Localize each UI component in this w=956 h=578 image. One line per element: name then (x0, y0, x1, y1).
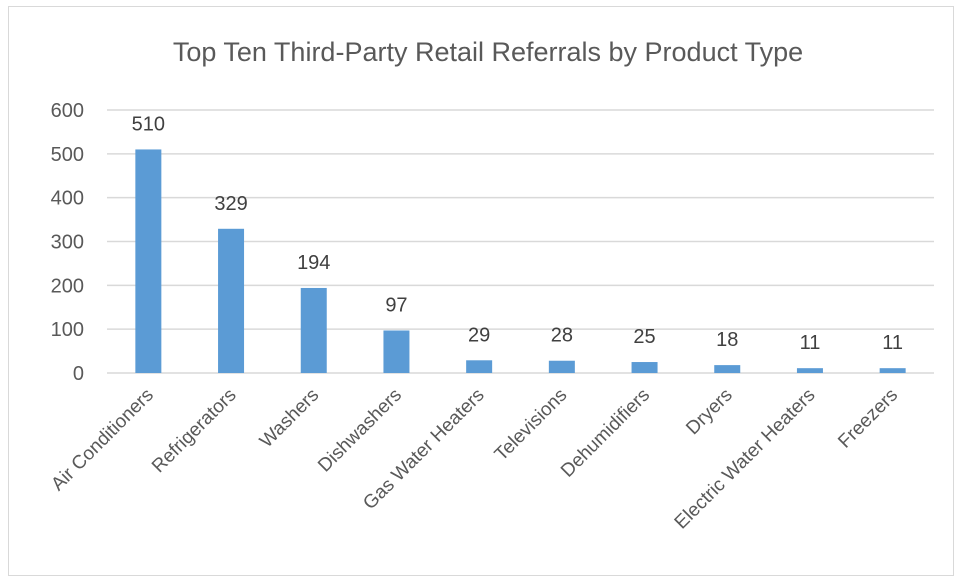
gridlines (107, 109, 934, 374)
y-axis-ticks: 0 100 200 300 400 500 600 (51, 100, 84, 385)
chart-title: Top Ten Third-Party Retail Referrals by … (173, 37, 803, 67)
data-label: 194 (297, 252, 330, 274)
x-tick-label: Air Conditioners (47, 385, 157, 495)
data-label: 329 (214, 193, 247, 215)
y-tick-label: 200 (51, 275, 84, 297)
bar (218, 228, 245, 373)
data-labels: 510 329 194 97 29 28 25 18 11 11 (132, 113, 903, 354)
data-label: 18 (716, 329, 738, 351)
data-label: 510 (132, 113, 165, 135)
data-label: 97 (385, 294, 407, 316)
x-tick-label: Refrigerators (148, 385, 241, 478)
y-tick-label: 600 (51, 100, 84, 122)
x-tick-label: Electric Water Heaters (671, 385, 820, 534)
bar (548, 360, 575, 373)
data-label: 11 (800, 332, 821, 354)
y-tick-label: 500 (51, 144, 84, 166)
data-label: 11 (882, 332, 903, 354)
bar (466, 360, 493, 373)
x-tick-label: Dehumidifiers (557, 385, 654, 482)
y-tick-label: 300 (51, 232, 84, 254)
y-tick-label: 100 (51, 319, 84, 341)
x-tick-label: Freezers (834, 385, 902, 453)
y-tick-label: 0 (73, 363, 84, 385)
chart-frame (8, 6, 954, 576)
x-tick-label: Dryers (682, 385, 736, 439)
bar (796, 368, 823, 373)
bar (631, 362, 658, 373)
data-label: 25 (633, 326, 655, 348)
bars (135, 149, 906, 373)
bar (714, 365, 741, 373)
data-label: 29 (468, 324, 490, 346)
y-tick-label: 400 (51, 188, 84, 210)
x-tick-label: Washers (256, 385, 323, 452)
x-tick-label: Dishwashers (314, 385, 406, 477)
bar (135, 149, 162, 373)
x-tick-label: Televisions (491, 385, 572, 466)
bar (383, 330, 410, 373)
data-label: 28 (551, 325, 573, 347)
bar (879, 368, 906, 373)
bar (300, 287, 327, 373)
